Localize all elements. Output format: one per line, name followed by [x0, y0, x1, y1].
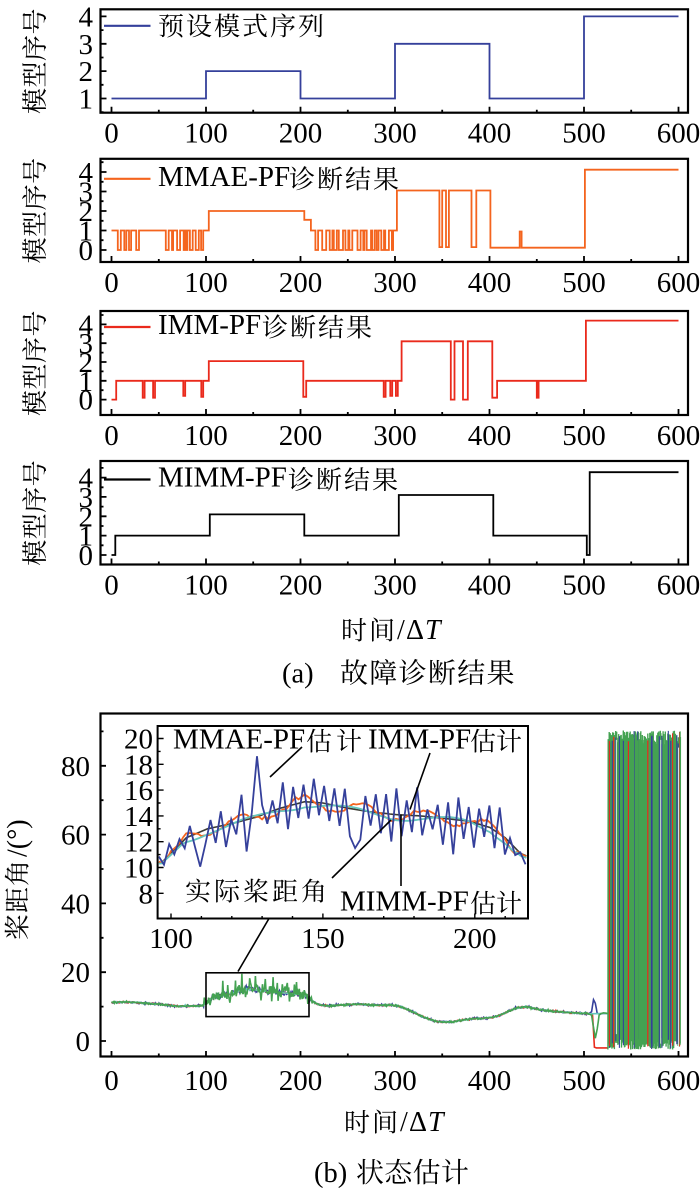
svg-text:0: 0	[79, 235, 94, 267]
svg-text:500: 500	[562, 267, 606, 299]
svg-text:3: 3	[79, 177, 94, 209]
svg-text:100: 100	[184, 1065, 228, 1097]
svg-text:300: 300	[373, 1065, 417, 1097]
svg-text:300: 300	[373, 570, 417, 602]
svg-text:600: 600	[657, 1065, 700, 1097]
svg-text:Δ: Δ	[409, 1107, 427, 1138]
svg-text:100: 100	[184, 267, 228, 299]
svg-text:80: 80	[61, 751, 90, 783]
svg-text:3: 3	[79, 328, 94, 360]
svg-text:(b): (b)	[314, 1158, 347, 1188]
svg-text:MIMM-PF: MIMM-PF	[340, 886, 469, 918]
svg-text:14: 14	[124, 801, 154, 833]
svg-text:MMAE-PF: MMAE-PF	[173, 724, 305, 756]
svg-text:200: 200	[279, 1065, 323, 1097]
svg-text:40: 40	[61, 888, 90, 920]
svg-text:600: 600	[657, 118, 700, 150]
svg-text:20: 20	[61, 957, 90, 989]
svg-text:150: 150	[301, 923, 345, 955]
svg-text:500: 500	[562, 420, 606, 452]
svg-text:/(°): /(°)	[3, 819, 34, 857]
svg-text:500: 500	[562, 570, 606, 602]
svg-text:400: 400	[468, 420, 512, 452]
svg-text:MMAE-PF: MMAE-PF	[158, 161, 290, 193]
svg-text:2: 2	[79, 196, 94, 228]
svg-text:200: 200	[279, 267, 323, 299]
svg-text:2: 2	[79, 56, 94, 88]
svg-text:18: 18	[124, 749, 153, 781]
svg-text:1: 1	[79, 216, 94, 248]
svg-text:600: 600	[657, 420, 700, 452]
svg-text:0: 0	[104, 570, 119, 602]
svg-text:8: 8	[139, 878, 154, 910]
svg-text:4: 4	[79, 157, 94, 189]
svg-text:300: 300	[373, 267, 417, 299]
svg-text:400: 400	[468, 118, 512, 150]
svg-text:500: 500	[562, 118, 606, 150]
svg-text:0: 0	[79, 540, 94, 572]
svg-text:0: 0	[104, 267, 119, 299]
svg-text:0: 0	[79, 385, 94, 417]
svg-text:2: 2	[79, 347, 94, 379]
svg-text:200: 200	[453, 923, 497, 955]
svg-text:100: 100	[149, 923, 193, 955]
svg-text:/: /	[397, 615, 405, 646]
svg-text:200: 200	[279, 420, 323, 452]
svg-text:12: 12	[124, 827, 153, 859]
svg-text:1: 1	[79, 366, 94, 398]
svg-text:Δ: Δ	[406, 615, 424, 646]
svg-text:T: T	[428, 1107, 446, 1138]
svg-text:200: 200	[279, 118, 323, 150]
svg-text:3: 3	[79, 482, 94, 514]
svg-text:/: /	[400, 1107, 408, 1138]
svg-text:16: 16	[124, 775, 153, 807]
svg-text:1: 1	[79, 84, 94, 116]
svg-text:20: 20	[124, 724, 153, 756]
svg-text:IMM-PF: IMM-PF	[368, 724, 471, 756]
svg-text:2: 2	[79, 501, 94, 533]
svg-text:T: T	[425, 615, 443, 646]
svg-text:MIMM-PF: MIMM-PF	[158, 462, 287, 494]
svg-text:0: 0	[104, 1065, 119, 1097]
svg-text:600: 600	[657, 570, 700, 602]
svg-text:0: 0	[104, 118, 119, 150]
svg-text:300: 300	[373, 118, 417, 150]
svg-text:400: 400	[468, 267, 512, 299]
svg-text:4: 4	[79, 463, 94, 495]
svg-text:100: 100	[184, 570, 228, 602]
svg-text:3: 3	[79, 29, 94, 61]
svg-text:60: 60	[61, 820, 90, 852]
svg-text:IMM-PF: IMM-PF	[158, 309, 261, 341]
svg-text:1: 1	[79, 521, 94, 553]
svg-text:100: 100	[184, 118, 228, 150]
svg-text:10: 10	[124, 853, 153, 885]
svg-text:300: 300	[373, 420, 417, 452]
svg-text:200: 200	[279, 570, 323, 602]
svg-text:400: 400	[468, 570, 512, 602]
svg-text:500: 500	[562, 1065, 606, 1097]
svg-text:100: 100	[184, 420, 228, 452]
svg-text:600: 600	[657, 267, 700, 299]
svg-text:(a): (a)	[282, 659, 314, 690]
svg-text:0: 0	[104, 420, 119, 452]
svg-text:400: 400	[468, 1065, 512, 1097]
svg-text:4: 4	[79, 1, 94, 33]
svg-text:4: 4	[79, 309, 94, 341]
svg-text:0: 0	[76, 1026, 91, 1058]
